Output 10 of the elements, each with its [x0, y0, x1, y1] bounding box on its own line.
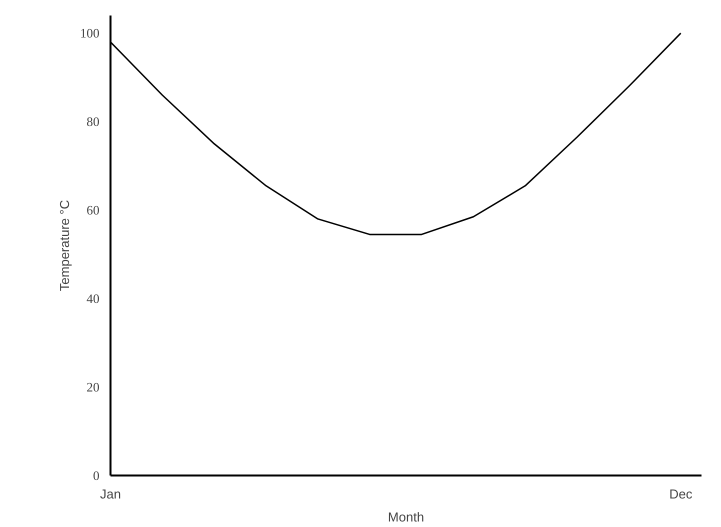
x-tick-label: Dec	[669, 486, 693, 502]
y-tick-label: 100	[80, 26, 100, 41]
x-axis-title: Month	[388, 510, 424, 524]
y-tick-label: 20	[86, 380, 100, 395]
y-tick-label: 80	[86, 114, 100, 130]
x-tick-label: Jan	[100, 486, 121, 502]
y-tick-label: 60	[86, 202, 100, 218]
y-tick-label: 0	[93, 468, 100, 483]
y-tick-label: 40	[86, 291, 100, 306]
y-axis-title: Temperature °C	[57, 200, 72, 292]
